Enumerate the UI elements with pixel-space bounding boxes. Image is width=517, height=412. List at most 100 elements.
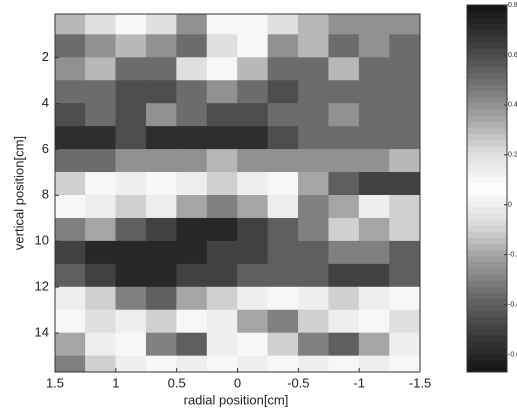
heatmap-cell (298, 34, 330, 58)
heatmap-cell (267, 126, 299, 150)
colorbar-band (467, 164, 507, 171)
colorbar-band (467, 255, 507, 263)
heatmap-cell (145, 14, 177, 35)
colorbar-tick-label: 0.4 (508, 102, 517, 109)
heatmap-cell (85, 355, 117, 372)
heatmap-cell (176, 103, 208, 127)
heatmap-cell (85, 80, 117, 104)
heatmap-cell (237, 240, 269, 265)
colorbar-tick-label: 0.6 (508, 52, 517, 59)
heatmap-cell (389, 332, 420, 357)
colorbar-band (467, 304, 507, 312)
colorbar-band (467, 286, 507, 293)
heatmap-cell (328, 34, 360, 58)
heatmap-cell (55, 126, 86, 150)
heatmap-cell (206, 263, 238, 288)
heatmap-cell (206, 194, 238, 219)
heatmap-cell (85, 263, 117, 288)
heatmap-cell (389, 149, 420, 173)
heatmap-cell (358, 240, 390, 265)
colorbar-band (467, 298, 507, 306)
heatmap-cell (145, 332, 177, 357)
y-tick-label: 10 (35, 233, 49, 248)
colorbar-band (467, 5, 507, 12)
heatmap-cell (237, 14, 269, 35)
heatmap-cell (328, 172, 360, 196)
heatmap-cell (358, 332, 390, 357)
heatmap-cell (328, 332, 360, 357)
heatmap-cell (145, 309, 177, 334)
heatmap-cell (115, 172, 147, 196)
heatmap-cell (176, 14, 208, 35)
colorbar-band (467, 108, 507, 116)
heatmap-cell (389, 355, 420, 372)
heatmap-cell (328, 194, 360, 219)
colorbar-tick-label: -0.6 (508, 351, 517, 358)
heatmap-cell (55, 263, 86, 288)
x-tick-label: 1 (112, 375, 119, 390)
heatmap-cell (145, 126, 177, 150)
colorbar-band (467, 66, 507, 73)
heatmap-cell (298, 194, 330, 219)
colorbar-tick-label: 0 (508, 202, 512, 209)
heatmap-cell (115, 80, 147, 104)
heatmap-cell (115, 286, 147, 311)
colorbar-band (467, 102, 507, 110)
y-tick-label: 8 (42, 187, 49, 202)
heatmap-cell (389, 217, 420, 242)
heatmap-cell (206, 149, 238, 173)
heatmap-cell (55, 309, 86, 334)
heatmap-cell (267, 332, 299, 357)
heatmap-cell (267, 194, 299, 219)
heatmap-cell (237, 149, 269, 173)
colorbar-band (467, 353, 507, 361)
heatmap-cell (328, 309, 360, 334)
heatmap-cell (389, 286, 420, 311)
heatmap-cell (298, 103, 330, 127)
heatmap-cell (85, 34, 117, 58)
colorbar-band (467, 41, 507, 49)
heatmap-cell (176, 172, 208, 196)
heatmap-cell (298, 217, 330, 242)
y-axis-label: vertical position[cm] (11, 136, 26, 250)
heatmap-cell (298, 14, 330, 35)
heatmap-cell (267, 263, 299, 288)
heatmap-cell (55, 172, 86, 196)
colorbar-band (467, 341, 507, 349)
heatmap-cell (55, 14, 86, 35)
heatmap-cell (328, 103, 360, 127)
heatmap-cell (237, 309, 269, 334)
heatmap (55, 14, 420, 372)
heatmap-cell (267, 80, 299, 104)
colorbar-band (467, 17, 507, 24)
heatmap-cell (176, 80, 208, 104)
colorbar-band (467, 316, 507, 324)
heatmap-cell (206, 34, 238, 58)
heatmap-cell (176, 355, 208, 372)
colorbar-band (467, 23, 507, 30)
colorbar-band (467, 194, 507, 202)
colorbar-tick-label: -0.2 (508, 252, 517, 259)
heatmap-cell (358, 172, 390, 196)
colorbar-band (467, 212, 507, 220)
heatmap-cell (358, 263, 390, 288)
heatmap-cell (85, 194, 117, 219)
heatmap-cell (237, 57, 269, 81)
heatmap-cell (389, 263, 420, 288)
heatmap-cell (389, 34, 420, 58)
heatmap-cell (328, 57, 360, 81)
heatmap-cell (206, 14, 238, 35)
colorbar-tick-label: 0.8 (508, 2, 517, 9)
colorbar-band (467, 176, 507, 183)
heatmap-cell (176, 126, 208, 150)
colorbar-band (467, 182, 507, 189)
heatmap-cell (206, 172, 238, 196)
heatmap-cell (115, 194, 147, 219)
colorbar-band (467, 96, 507, 104)
heatmap-cell (115, 126, 147, 150)
heatmap-cell (145, 217, 177, 242)
colorbar-band (467, 292, 507, 300)
colorbar-band (467, 274, 507, 281)
heatmap-cell (85, 217, 117, 242)
heatmap-cell (145, 194, 177, 219)
